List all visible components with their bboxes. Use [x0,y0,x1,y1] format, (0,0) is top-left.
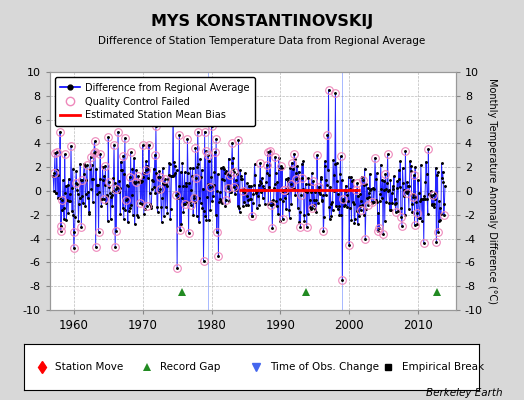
Legend: Difference from Regional Average, Quality Control Failed, Estimated Station Mean: Difference from Regional Average, Qualit… [54,77,255,126]
Text: Time of Obs. Change: Time of Obs. Change [270,362,379,372]
Text: Station Move: Station Move [56,362,124,372]
Text: Berkeley Earth: Berkeley Earth [427,388,503,398]
Y-axis label: Monthly Temperature Anomaly Difference (°C): Monthly Temperature Anomaly Difference (… [487,78,497,304]
Text: MYS KONSTANTINOVSKIJ: MYS KONSTANTINOVSKIJ [151,14,373,29]
Text: Empirical Break: Empirical Break [402,362,484,372]
Text: Record Gap: Record Gap [160,362,221,372]
Text: Difference of Station Temperature Data from Regional Average: Difference of Station Temperature Data f… [99,36,425,46]
